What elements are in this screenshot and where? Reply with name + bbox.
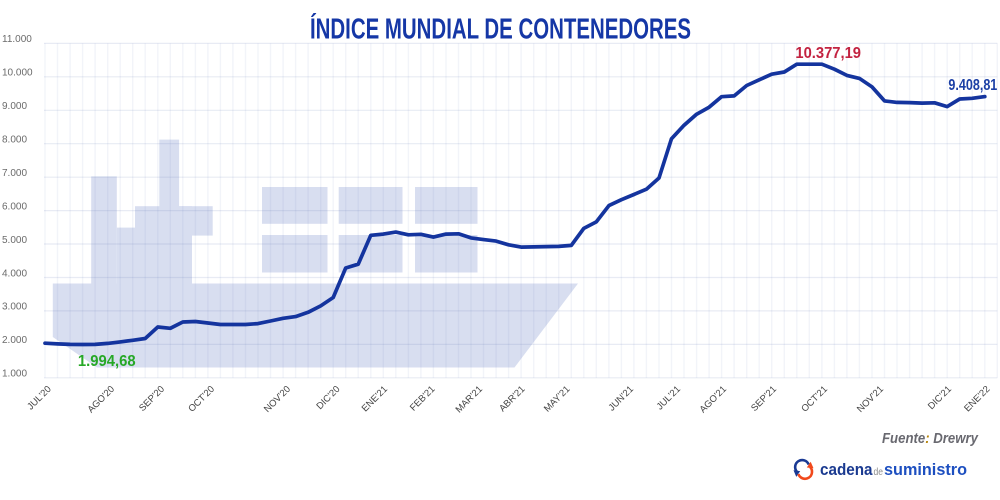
svg-text:2.000: 2.000	[2, 335, 27, 346]
svg-text:8.000: 8.000	[2, 135, 27, 146]
svg-text:Fuente: Drewry: Fuente: Drewry	[882, 431, 979, 447]
svg-text:7.000: 7.000	[2, 168, 27, 179]
svg-text:9.408,81: 9.408,81	[948, 77, 997, 94]
svg-text:1.000: 1.000	[2, 369, 27, 380]
svg-text:cadena: cadena	[820, 460, 873, 479]
svg-text:1.994,68: 1.994,68	[78, 353, 136, 370]
svg-text:4.000: 4.000	[2, 268, 27, 279]
svg-text:10.000: 10.000	[2, 68, 33, 79]
svg-text:6.000: 6.000	[2, 201, 27, 212]
svg-text:11.000: 11.000	[2, 34, 32, 45]
svg-text:ÍNDICE MUNDIAL DE CONTENEDORES: ÍNDICE MUNDIAL DE CONTENEDORES	[310, 12, 691, 44]
svg-text:3.000: 3.000	[2, 302, 27, 313]
svg-text:9.000: 9.000	[2, 101, 27, 112]
svg-text:suministro: suministro	[884, 460, 967, 479]
svg-text:10.377,19: 10.377,19	[795, 45, 861, 62]
svg-text:5.000: 5.000	[2, 235, 27, 246]
svg-text:de: de	[874, 467, 884, 478]
